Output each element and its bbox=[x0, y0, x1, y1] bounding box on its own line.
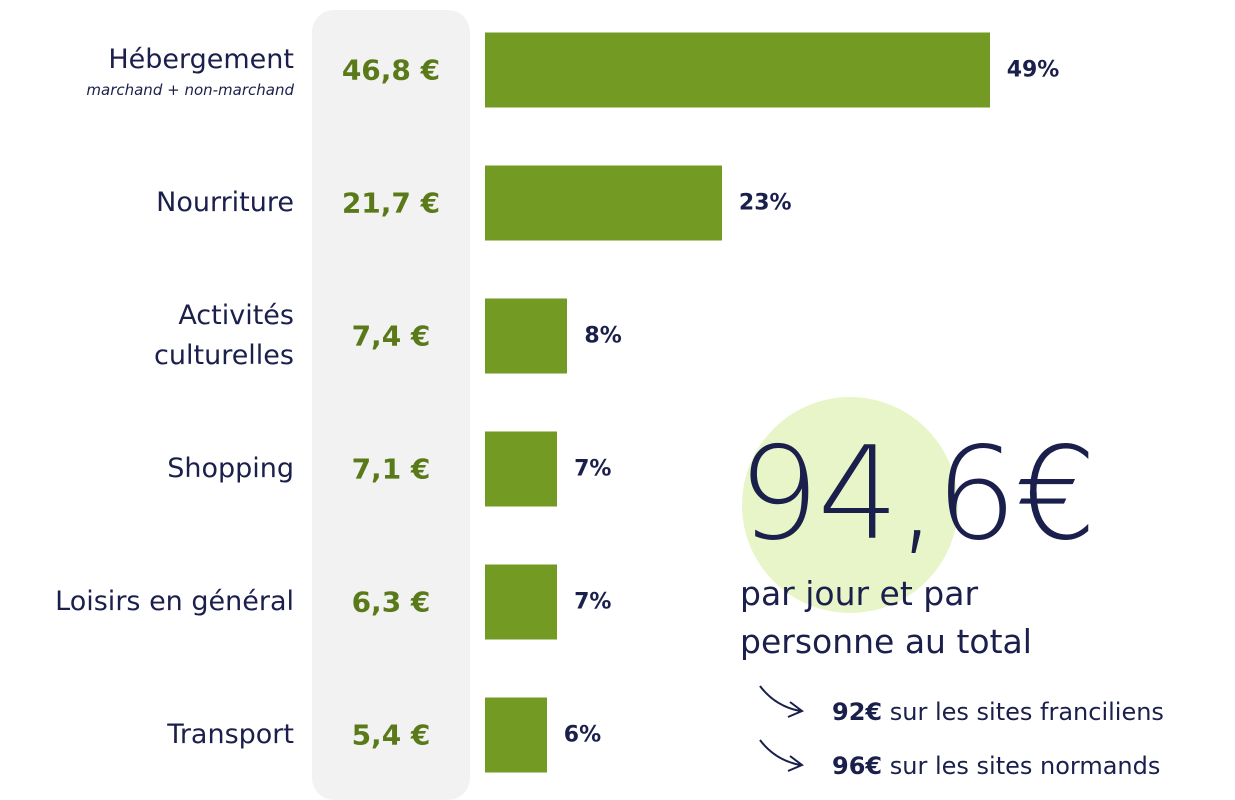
value-label: 7% bbox=[574, 589, 612, 615]
value-label: 23% bbox=[738, 190, 792, 216]
category-label: Loisirs en général bbox=[0, 582, 294, 622]
arrow bbox=[759, 739, 804, 772]
category-text: Nourriture bbox=[156, 187, 294, 218]
value-label: 8% bbox=[584, 323, 622, 349]
category-label: Activités culturelles bbox=[0, 296, 294, 376]
category-label: Shopping bbox=[0, 449, 294, 489]
category-text: Hébergement bbox=[108, 44, 294, 75]
category-note: marchand + non-marchand bbox=[86, 81, 294, 99]
value-label: 49% bbox=[1006, 57, 1060, 83]
amount-label: 5,4 € bbox=[351, 718, 431, 752]
bar bbox=[485, 431, 558, 507]
highlight-circle bbox=[742, 397, 958, 613]
category-label: Hébergement marchand + non-marchand bbox=[0, 40, 294, 100]
bar bbox=[485, 165, 722, 241]
amount-label: 46,8 € bbox=[341, 53, 441, 87]
note: 96€ sur les sites normands bbox=[832, 752, 1160, 780]
amount-label: 21,7 € bbox=[341, 186, 441, 220]
note-text: sur les sites normands bbox=[889, 752, 1161, 780]
category-text: Shopping bbox=[167, 453, 294, 484]
amount-column bbox=[312, 10, 470, 800]
category-label: Transport bbox=[0, 715, 294, 755]
category-text: Loisirs en général bbox=[55, 586, 294, 617]
note: 92€ sur les sites franciliens bbox=[832, 698, 1164, 726]
value-label: 6% bbox=[563, 722, 602, 748]
category-label: Nourriture bbox=[0, 183, 294, 223]
total: 94,6€ bbox=[738, 420, 1096, 569]
arrow bbox=[759, 685, 804, 718]
bar bbox=[485, 564, 558, 640]
category-text: Activités culturelles bbox=[154, 300, 294, 371]
note-value: 92€ bbox=[832, 698, 883, 726]
bar bbox=[485, 697, 547, 773]
bar bbox=[485, 298, 568, 374]
note-value: 96€ bbox=[832, 752, 883, 780]
value-label: 7% bbox=[574, 456, 612, 482]
bar bbox=[485, 32, 990, 108]
note-text: sur les sites franciliens bbox=[889, 698, 1164, 726]
amount-label: 7,4 € bbox=[351, 319, 431, 353]
amount-label: 6,3 € bbox=[351, 585, 431, 619]
category-text: Transport bbox=[167, 719, 294, 750]
amount-label: 7,1 € bbox=[351, 452, 431, 486]
total-caption: par jour et par personne au total bbox=[740, 574, 1032, 661]
